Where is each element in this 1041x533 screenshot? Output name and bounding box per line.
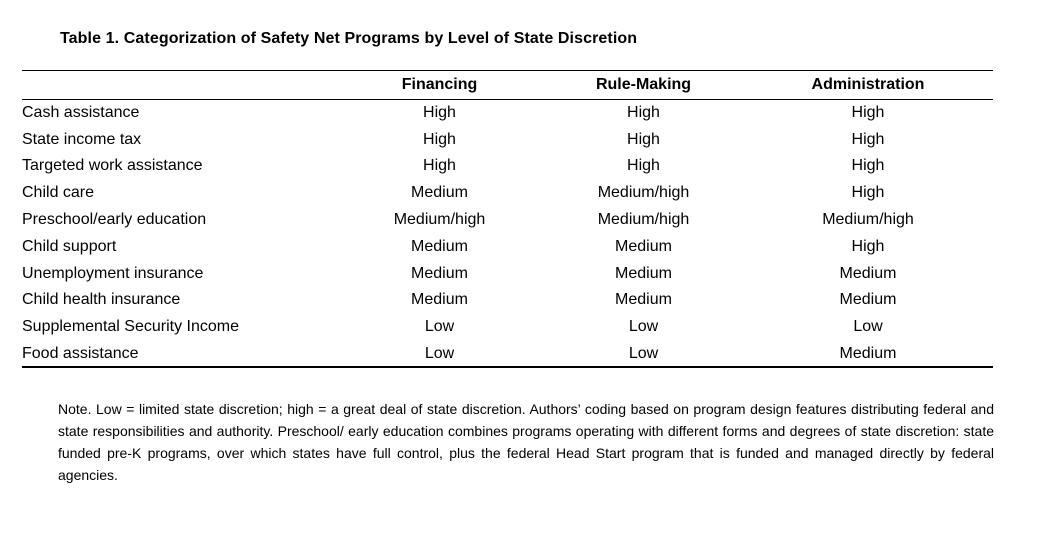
program-name-cell: Unemployment insurance xyxy=(22,264,204,282)
financing-cell: Medium xyxy=(411,291,468,309)
rule-making-cell: High xyxy=(627,130,660,148)
rule-making-cell: Medium xyxy=(615,237,672,255)
administration-cell: Medium xyxy=(839,291,897,309)
table-row: Targeted work assistance High High High xyxy=(22,153,993,180)
financing-cell: Medium xyxy=(411,184,468,202)
financing-cell: Medium xyxy=(411,237,468,255)
table-body: Cash assistance High High High State inc… xyxy=(22,100,993,368)
program-name-cell: Food assistance xyxy=(22,344,139,362)
table-row: Child support Medium Medium High xyxy=(22,233,993,260)
administration-cell: Low xyxy=(853,318,883,336)
column-header-rule-making: Rule-Making xyxy=(595,76,692,93)
rule-making-cell: Medium xyxy=(615,264,672,282)
program-name-cell: Supplemental Security Income xyxy=(22,318,239,336)
financing-cell: Low xyxy=(424,344,455,362)
program-name-cell: Cash assistance xyxy=(22,104,140,122)
program-name-cell: Child health insurance xyxy=(22,291,181,309)
table-row: Child health insurance Medium Medium Med… xyxy=(22,287,993,314)
table-row: State income tax High High High xyxy=(22,126,993,153)
rule-making-cell: Low xyxy=(628,318,659,336)
rule-making-cell: Medium xyxy=(615,291,672,309)
column-header-administration: Administration xyxy=(811,76,925,93)
table-row: Preschool/early education Medium/high Me… xyxy=(22,207,993,234)
administration-cell: Medium/high xyxy=(822,211,914,229)
financing-cell: High xyxy=(423,130,456,148)
column-header-program xyxy=(22,71,335,100)
financing-cell: High xyxy=(423,104,456,122)
header-row: Financing Rule-Making Administration xyxy=(22,71,993,100)
rule-making-cell: Low xyxy=(628,344,659,362)
table-row: Cash assistance High High High xyxy=(22,100,993,127)
rule-making-cell: High xyxy=(627,104,660,122)
table-row: Food assistance Low Low Medium xyxy=(22,341,993,368)
financing-cell: Medium xyxy=(411,264,468,282)
rule-making-cell: Medium/high xyxy=(597,211,690,229)
financing-cell: Low xyxy=(424,318,455,336)
administration-cell: High xyxy=(851,130,885,148)
program-name-cell: Child support xyxy=(22,237,117,255)
financing-cell: High xyxy=(423,157,456,175)
safety-net-table: Financing Rule-Making Administration Cas… xyxy=(22,70,993,369)
administration-cell: High xyxy=(851,184,885,202)
rule-making-cell: High xyxy=(627,157,660,175)
table-header: Financing Rule-Making Administration xyxy=(22,71,993,100)
administration-cell: High xyxy=(851,157,885,175)
table-row: Child care Medium Medium/high High xyxy=(22,180,993,207)
administration-cell: High xyxy=(851,104,885,122)
table-note: Note. Low = limited state discretion; hi… xyxy=(58,401,994,483)
administration-cell: Medium xyxy=(839,264,897,282)
program-name-cell: Child care xyxy=(22,184,95,202)
program-name-cell: Targeted work assistance xyxy=(22,157,203,175)
administration-cell: Medium xyxy=(839,344,897,362)
table-row: Unemployment insurance Medium Medium Med… xyxy=(22,260,993,287)
table-title: Table 1. Categorization of Safety Net Pr… xyxy=(60,30,638,47)
financing-cell: Medium/high xyxy=(393,211,486,229)
rule-making-cell: Medium/high xyxy=(597,184,690,202)
table-row: Supplemental Security Income Low Low Low xyxy=(22,314,993,341)
administration-cell: High xyxy=(851,237,885,255)
column-header-financing: Financing xyxy=(401,76,478,93)
program-name-cell: State income tax xyxy=(22,130,142,148)
program-name-cell: Preschool/early education xyxy=(22,211,207,229)
